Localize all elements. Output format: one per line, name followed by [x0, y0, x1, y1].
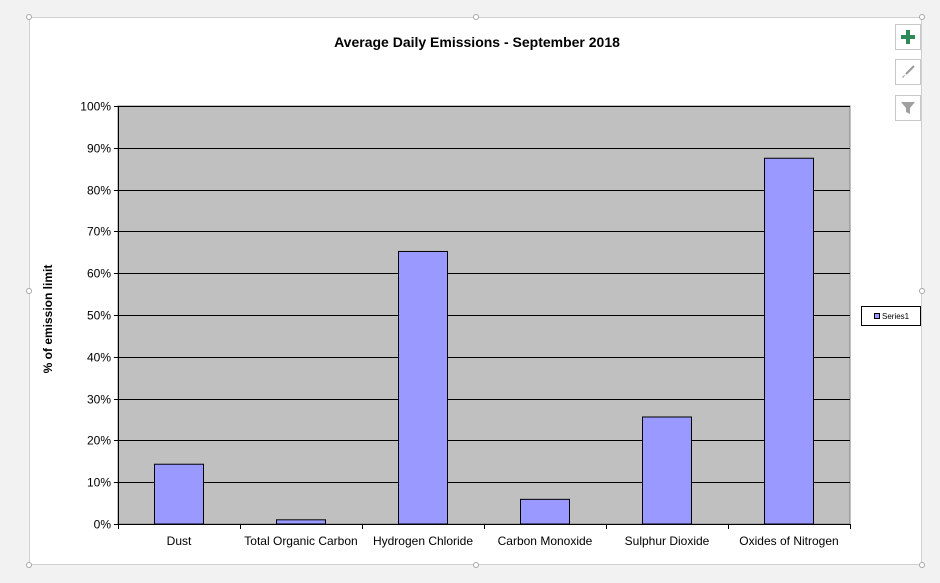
x-tick-label: Oxides of Nitrogen: [739, 534, 838, 548]
resize-handle-bottom[interactable]: [473, 562, 479, 568]
chart-styles-button[interactable]: [895, 59, 921, 85]
y-tick-label: 100%: [80, 100, 111, 114]
y-tick-label: 90%: [87, 142, 111, 156]
resize-handle-bottom-right[interactable]: [919, 562, 925, 568]
bar: [764, 157, 814, 525]
y-axis-label: % of emission limit: [41, 265, 55, 374]
x-tick-label: Sulphur Dioxide: [625, 534, 710, 548]
chart-elements-button[interactable]: [895, 24, 921, 50]
y-tick-label: 80%: [87, 184, 111, 198]
plot-area: 0% 10% 20% 30% 40% 50% 60% 70% 80% 90% 100% Dust Tot…: [80, 100, 851, 548]
x-tick-label: Total Organic Carbon: [244, 534, 357, 548]
resize-handle-top-right[interactable]: [919, 14, 925, 20]
resize-handle-top[interactable]: [473, 14, 479, 20]
legend-label: Series1: [882, 311, 910, 321]
brush-icon: [902, 65, 915, 78]
bar: [520, 498, 570, 525]
resize-handle-right[interactable]: [919, 288, 925, 294]
plus-icon: [901, 30, 915, 44]
resize-handle-bottom-left[interactable]: [26, 562, 32, 568]
y-tick-label: 10%: [87, 476, 111, 490]
chart-title: Average Daily Emissions - September 2018: [334, 34, 620, 50]
x-tick-label: Carbon Monoxide: [498, 534, 593, 548]
y-tick-label: 70%: [87, 225, 111, 239]
chart-filters-button[interactable]: [895, 95, 921, 121]
x-tick-label: Hydrogen Chloride: [373, 534, 473, 548]
y-tick-label: 60%: [87, 267, 111, 281]
y-tick-label: 40%: [87, 351, 111, 365]
bar: [276, 519, 326, 525]
y-tick-label: 0%: [94, 518, 112, 532]
bar: [398, 250, 448, 525]
y-tick-label: 50%: [87, 309, 111, 323]
filter-icon: [901, 102, 915, 114]
y-tick-label: 30%: [87, 393, 111, 407]
chart-legend: Series1: [861, 306, 921, 326]
bar: [154, 463, 204, 525]
resize-handle-left[interactable]: [26, 288, 32, 294]
legend-swatch: [874, 313, 880, 319]
y-tick-label: 20%: [87, 434, 111, 448]
bar: [642, 416, 692, 525]
x-tick-label: Dust: [167, 534, 192, 548]
resize-handle-top-left[interactable]: [26, 14, 32, 20]
